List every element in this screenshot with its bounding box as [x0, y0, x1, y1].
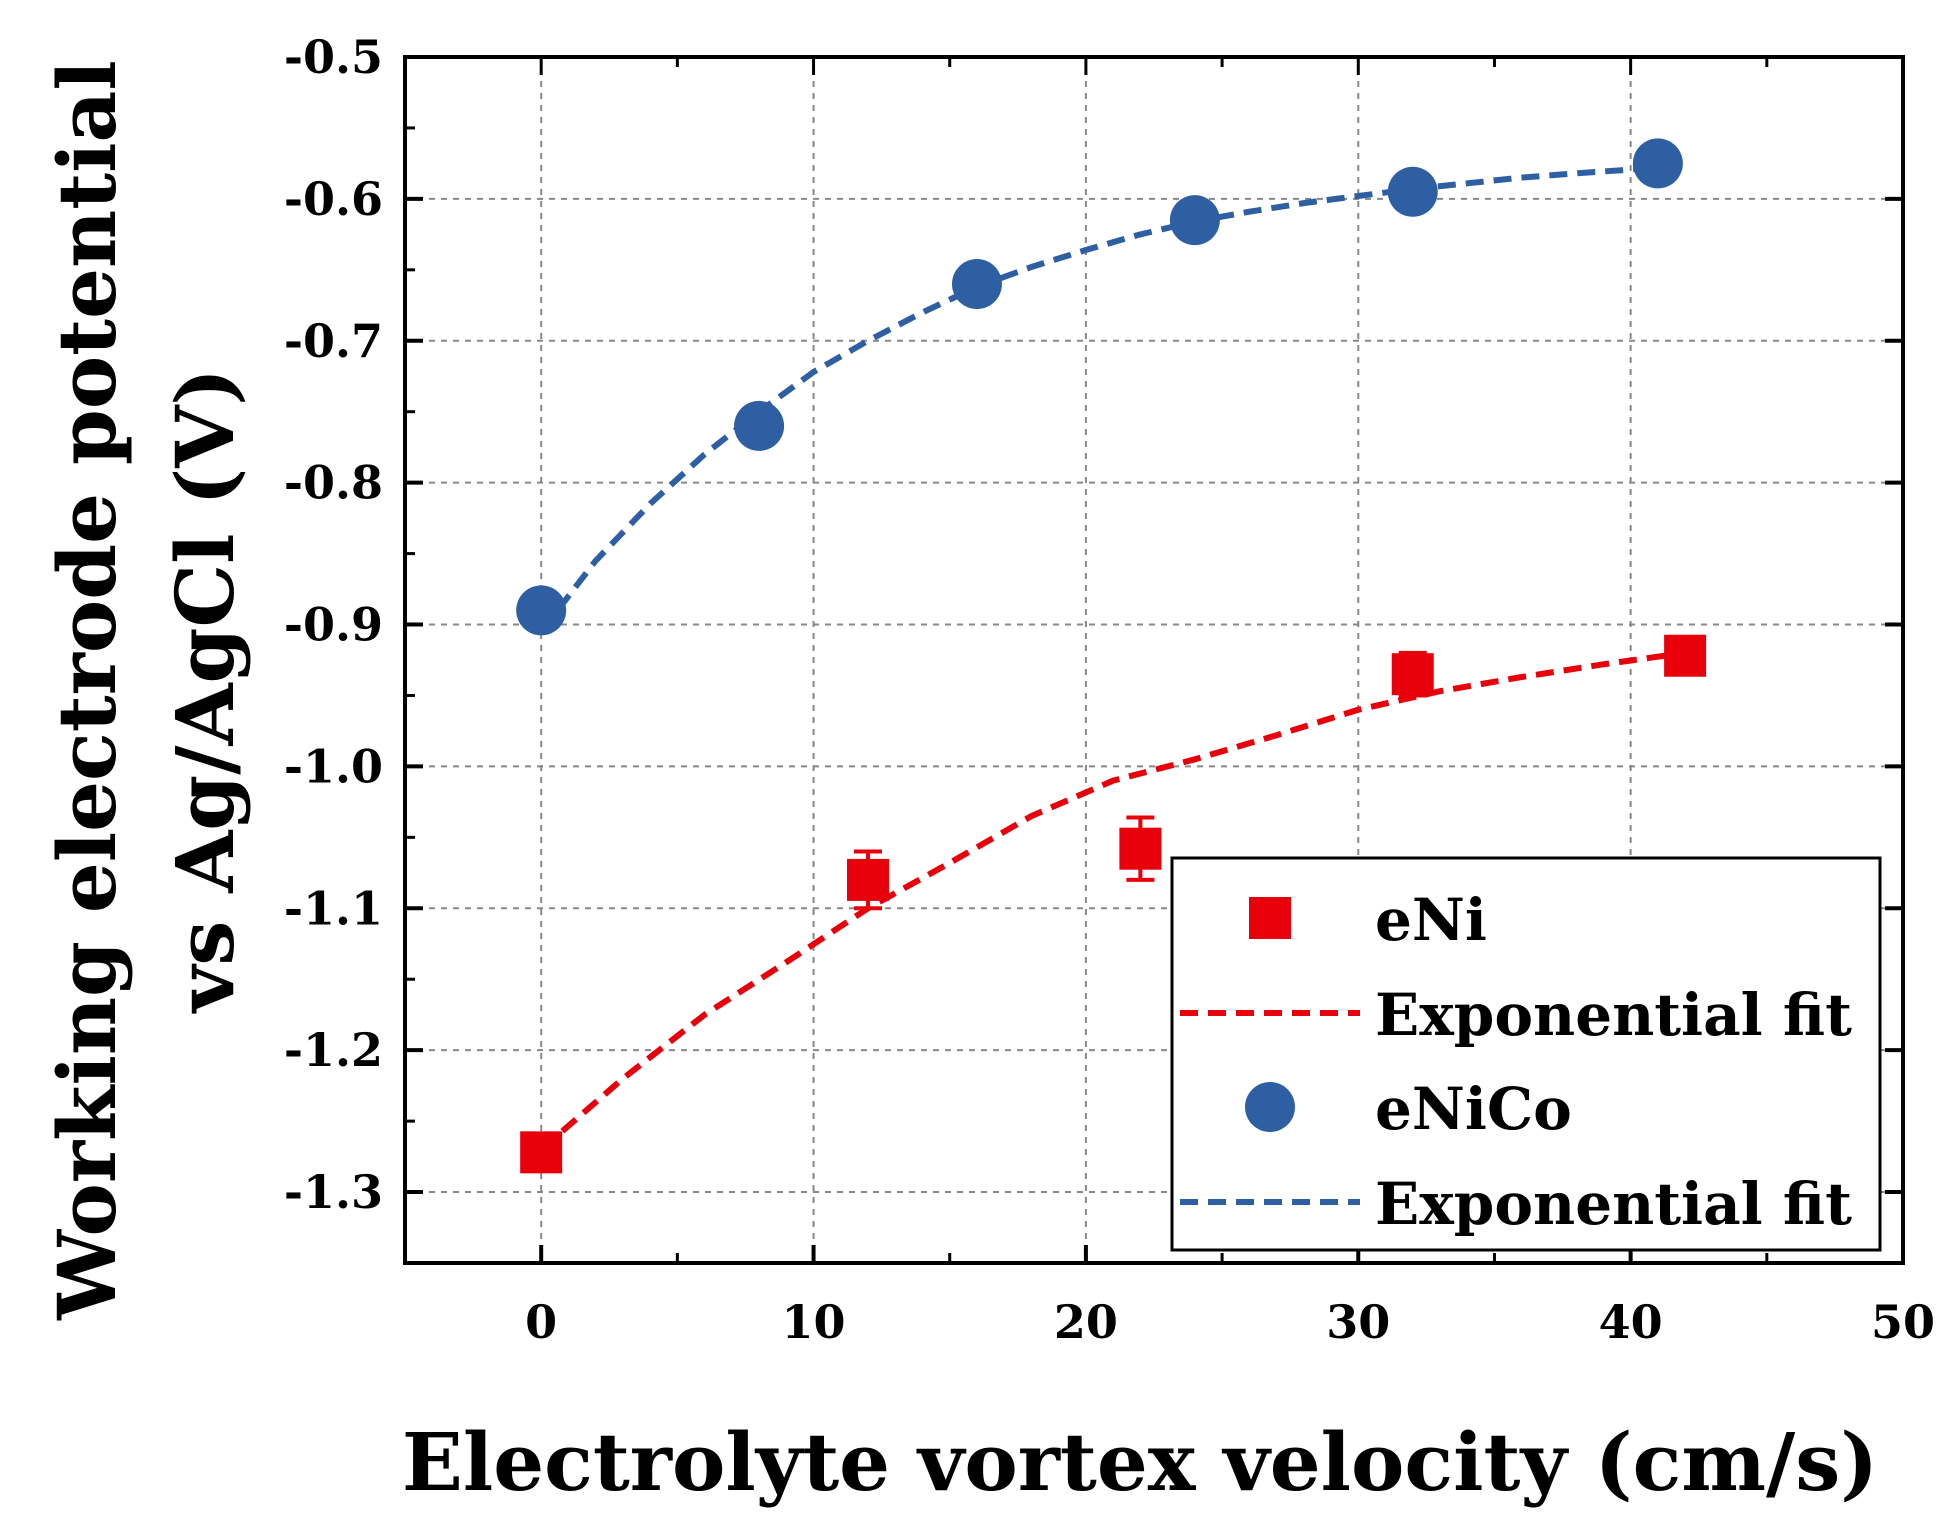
- data-point-eNiCo: [1632, 138, 1683, 189]
- legend-marker-circle: [1245, 1082, 1295, 1132]
- data-point-eNiCo: [951, 259, 1002, 310]
- y-tick-label: -1.0: [284, 739, 383, 793]
- data-point-eNiCo: [1387, 166, 1438, 217]
- y-tick-label: -1.2: [284, 1023, 383, 1077]
- x-axis-label: Electrolyte vortex velocity (cm/s): [402, 1415, 1878, 1509]
- legend-marker-square: [1249, 897, 1291, 939]
- x-tick-label: 30: [1326, 1295, 1390, 1349]
- x-tick-label: 40: [1599, 1295, 1663, 1349]
- y-tick-label: -0.6: [284, 172, 383, 226]
- y-axis-label-line1: Working electrode potential: [40, 60, 134, 1321]
- y-tick-label: -0.5: [284, 30, 383, 84]
- y-tick-label: -1.3: [284, 1165, 383, 1219]
- legend-label: eNiCo: [1375, 1075, 1572, 1143]
- y-axis-label-line2: vs Ag/AgCl (V): [158, 368, 252, 1014]
- x-tick-label: 50: [1871, 1295, 1935, 1349]
- series-layer: [516, 138, 1707, 1174]
- y-tick-label: -0.7: [284, 314, 383, 368]
- legend: eNi Exponential fit eNiCo Exponential fit: [1170, 856, 1882, 1252]
- data-point-eNiCo: [734, 400, 785, 451]
- legend-label: eNi: [1375, 886, 1487, 954]
- legend-label: Exponential fit: [1375, 1170, 1852, 1238]
- ticks: 0 10 20 30 40 50 -0.5 -0.6 -0.7 -0.8 -0.9 -1.0 -1.1 -…: [284, 30, 1935, 1349]
- data-point-eNiCo: [516, 585, 567, 636]
- data-point-eNi: [1391, 653, 1434, 696]
- x-tick-label: 0: [525, 1295, 557, 1349]
- data-point-eNi: [520, 1131, 563, 1174]
- legend-label: Exponential fit: [1375, 981, 1852, 1049]
- y-tick-label: -0.9: [284, 598, 383, 652]
- data-point-eNi: [847, 858, 890, 901]
- y-tick-label: -1.1: [284, 881, 383, 935]
- plot-frame: [403, 55, 1905, 1265]
- x-tick-label: 20: [1054, 1295, 1118, 1349]
- fit-line-eNiCo: [538, 164, 1659, 634]
- y-tick-label: -0.8: [284, 456, 383, 510]
- fit-line-eNi: [539, 649, 1686, 1152]
- data-point-eNiCo: [1169, 195, 1220, 246]
- data-point-eNi: [1664, 634, 1707, 677]
- data-point-eNi: [1119, 827, 1162, 870]
- x-tick-label: 10: [782, 1295, 846, 1349]
